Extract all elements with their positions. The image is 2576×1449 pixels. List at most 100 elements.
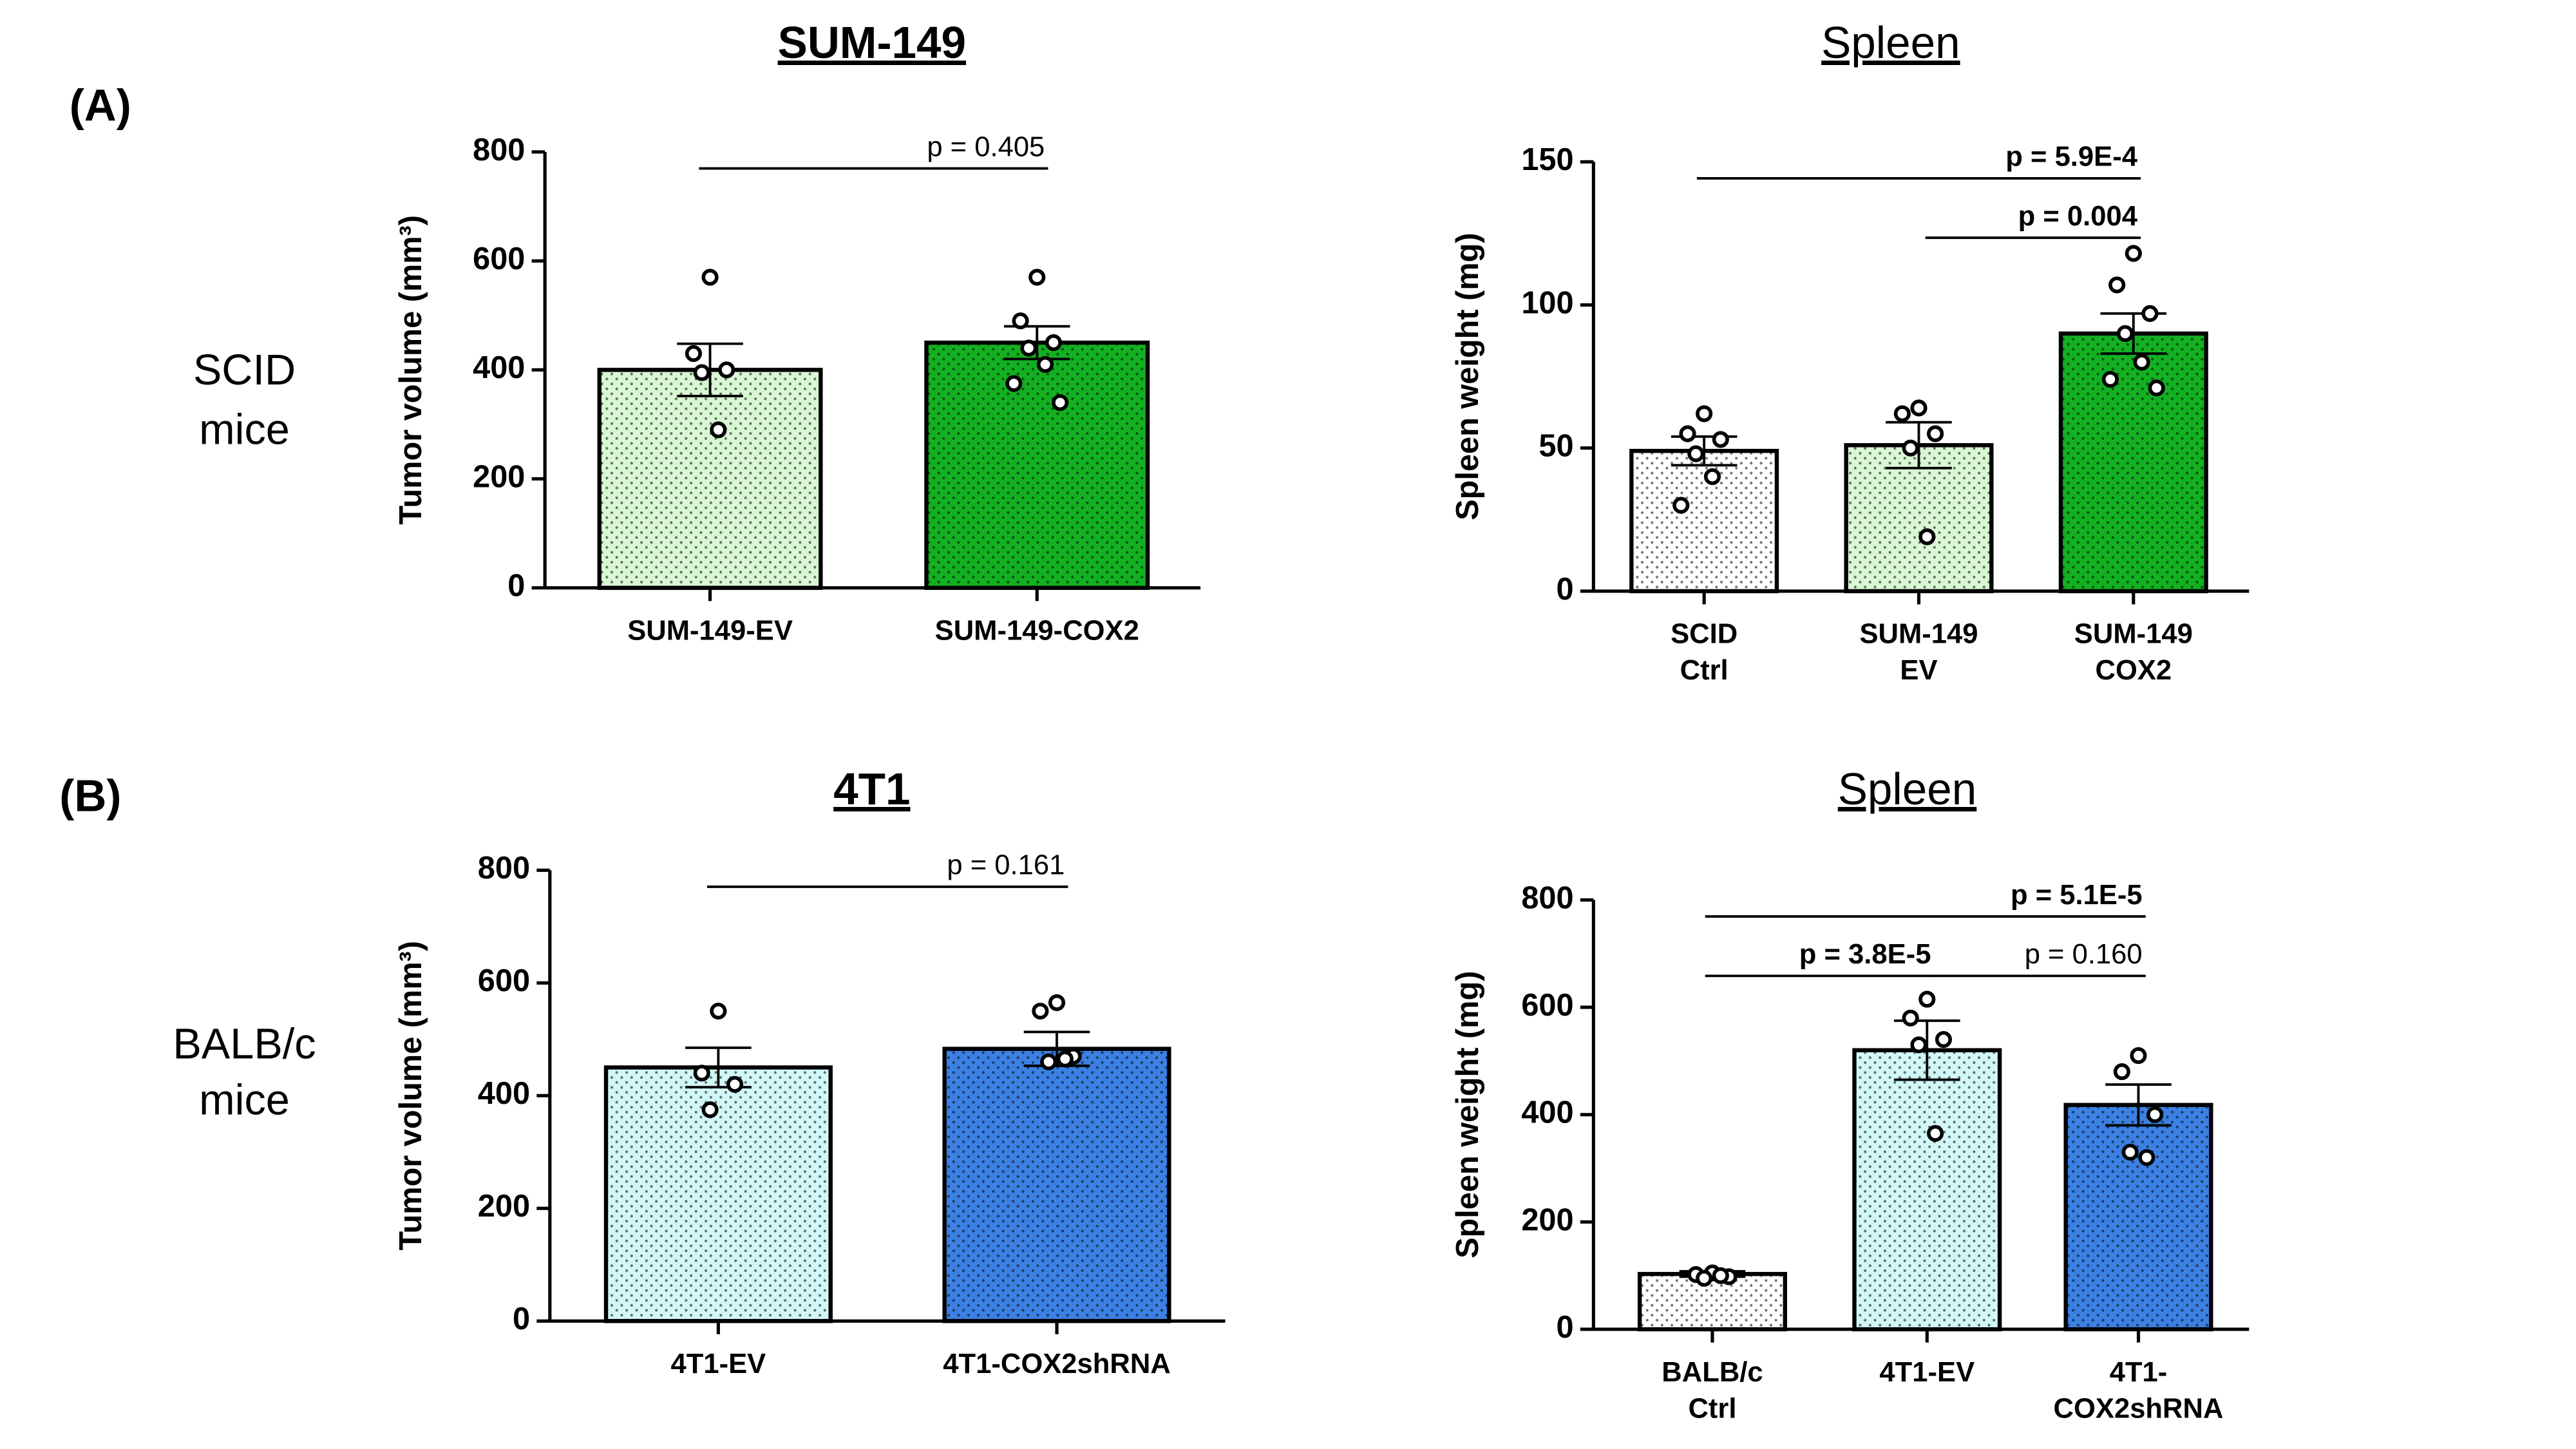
- x-tick-label: COX2: [2095, 655, 2172, 686]
- row-label: SCID: [193, 346, 296, 394]
- data-point: [1935, 1031, 1953, 1048]
- p-value: p = 0.161: [947, 850, 1065, 881]
- x-tick-label: Ctrl: [1688, 1393, 1736, 1424]
- y-tick-label: 0: [1556, 572, 1573, 607]
- y-tick-label: 200: [1521, 1202, 1573, 1237]
- data-point: [1687, 445, 1705, 462]
- y-tick-label: 150: [1521, 142, 1573, 177]
- chart-title: Spleen: [1821, 17, 1960, 68]
- x-tick-label: SCID: [1671, 619, 1738, 650]
- bar-texture: [1844, 443, 1994, 594]
- data-point: [1028, 269, 1046, 286]
- y-axis-label: Tumor volume (mm³): [393, 215, 428, 525]
- data-point: [710, 421, 727, 439]
- bar-texture: [1852, 1048, 2002, 1332]
- data-point: [685, 345, 702, 363]
- y-tick-label: 100: [1521, 285, 1573, 320]
- y-tick-label: 200: [478, 1189, 530, 1224]
- data-point: [701, 269, 719, 286]
- bar-texture: [2063, 1103, 2213, 1332]
- panel-label: (A): [70, 80, 131, 131]
- data-point: [1910, 1036, 1927, 1054]
- y-tick-label: 800: [473, 133, 525, 167]
- data-point: [1696, 405, 1713, 422]
- y-tick-label: 600: [1521, 988, 1573, 1023]
- chart-title: Spleen: [1838, 764, 1977, 814]
- data-point: [2101, 370, 2119, 388]
- bar-texture: [1637, 1272, 1788, 1332]
- data-point: [1040, 1053, 1057, 1070]
- x-tick-label: BALB/c: [1662, 1357, 1763, 1388]
- data-point: [1902, 1009, 1919, 1027]
- data-point: [1037, 355, 1054, 373]
- bar-texture: [942, 1046, 1171, 1323]
- y-tick-label: 50: [1539, 429, 1573, 464]
- bar-texture: [603, 1065, 833, 1323]
- data-point: [1893, 405, 1911, 422]
- y-tick-label: 600: [478, 963, 530, 998]
- chart-title: 4T1: [833, 764, 910, 814]
- bar-texture: [597, 368, 823, 591]
- p-value: p = 5.9E-4: [2005, 142, 2137, 173]
- y-tick-label: 800: [1521, 880, 1573, 915]
- chart-title: SUM-149: [778, 17, 966, 68]
- data-point: [726, 1075, 744, 1093]
- y-tick-label: 400: [478, 1076, 530, 1111]
- x-tick-label: SUM-149-COX2: [935, 616, 1139, 647]
- data-point: [710, 1002, 727, 1020]
- x-tick-label: Ctrl: [1680, 655, 1728, 686]
- x-tick-label: 4T1-COX2shRNA: [943, 1349, 1171, 1379]
- p-value: p = 0.405: [927, 131, 1045, 162]
- x-tick-label: COX2shRNA: [2054, 1393, 2224, 1424]
- data-point: [2121, 1144, 2139, 1161]
- y-axis-label: Spleen weight (mg): [1450, 232, 1485, 520]
- y-tick-label: 600: [473, 242, 525, 276]
- row-label: mice: [199, 1076, 290, 1124]
- data-point: [2130, 1047, 2147, 1065]
- data-point: [2108, 276, 2126, 294]
- y-tick-label: 0: [1556, 1310, 1573, 1345]
- data-point: [2133, 354, 2150, 371]
- data-point: [2125, 245, 2142, 262]
- x-tick-label: 4T1-: [2110, 1357, 2168, 1388]
- y-tick-label: 0: [513, 1302, 530, 1336]
- data-point: [1910, 399, 1927, 417]
- data-point: [1712, 431, 1729, 448]
- data-point: [1056, 1050, 1074, 1068]
- row-label: BALB/c: [173, 1020, 316, 1068]
- data-point: [1045, 334, 1062, 352]
- y-tick-label: 800: [478, 851, 530, 886]
- p-value: p = 0.004: [2018, 201, 2137, 232]
- data-point: [701, 1101, 719, 1119]
- y-axis-label: Tumor volume (mm³): [393, 941, 428, 1251]
- x-tick-label: 4T1-EV: [1879, 1357, 1975, 1388]
- bar-texture: [2058, 331, 2208, 594]
- data-point: [1927, 425, 1944, 442]
- bar-texture: [924, 340, 1150, 591]
- data-point: [1918, 528, 1936, 545]
- data-point: [1703, 468, 1721, 486]
- data-point: [1712, 1267, 1729, 1284]
- y-tick-label: 0: [507, 569, 525, 603]
- x-tick-label: 4T1-EV: [671, 1349, 766, 1379]
- data-point: [1679, 425, 1696, 442]
- data-point: [2146, 1106, 2164, 1123]
- row-label: mice: [199, 406, 290, 453]
- p-value: p = 3.8E-5: [1799, 939, 1931, 970]
- data-point: [2141, 305, 2159, 322]
- data-point: [2116, 325, 2134, 343]
- data-point: [1052, 394, 1069, 412]
- panel-label: (B): [59, 770, 121, 820]
- bar-texture: [1629, 448, 1779, 594]
- data-point: [693, 1065, 710, 1082]
- data-point: [2148, 379, 2165, 397]
- data-point: [1012, 312, 1029, 330]
- data-point: [2113, 1063, 2130, 1081]
- data-point: [1902, 439, 1919, 457]
- x-tick-label: SUM-149: [2074, 619, 2193, 650]
- data-point: [1032, 1002, 1049, 1020]
- y-axis-label: Spleen weight (mg): [1450, 971, 1485, 1258]
- data-point: [1927, 1124, 1944, 1142]
- data-point: [1020, 339, 1037, 357]
